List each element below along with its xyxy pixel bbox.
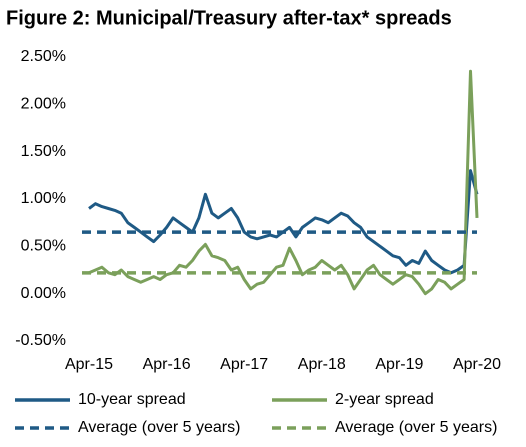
y-tick-label: 1.00% bbox=[21, 190, 66, 207]
x-tick-label: Apr-18 bbox=[298, 356, 346, 373]
chart-title: Figure 2: Municipal/Treasury after-tax* … bbox=[6, 7, 452, 29]
legend-label: Average (over 5 years) bbox=[78, 419, 240, 436]
x-tick-label: Apr-17 bbox=[220, 356, 268, 373]
y-tick-label: 0.50% bbox=[21, 238, 66, 255]
legend-label: Average (over 5 years) bbox=[335, 419, 497, 436]
y-tick-label: 2.50% bbox=[21, 48, 66, 65]
legend-label: 10-year spread bbox=[78, 391, 186, 408]
y-tick-label: 0.00% bbox=[21, 285, 66, 302]
legend-label: 2-year spread bbox=[335, 391, 434, 408]
series-line bbox=[88, 69, 479, 296]
x-tick-label: Apr-15 bbox=[65, 356, 113, 373]
x-tick-label: Apr-19 bbox=[375, 356, 423, 373]
y-tick-label: 1.50% bbox=[21, 143, 66, 160]
y-tick-label: -0.50% bbox=[15, 332, 66, 349]
series-line bbox=[88, 169, 479, 275]
x-tick-label: Apr-20 bbox=[453, 356, 501, 373]
y-tick-label: 2.00% bbox=[21, 96, 66, 113]
x-tick-label: Apr-16 bbox=[143, 356, 191, 373]
